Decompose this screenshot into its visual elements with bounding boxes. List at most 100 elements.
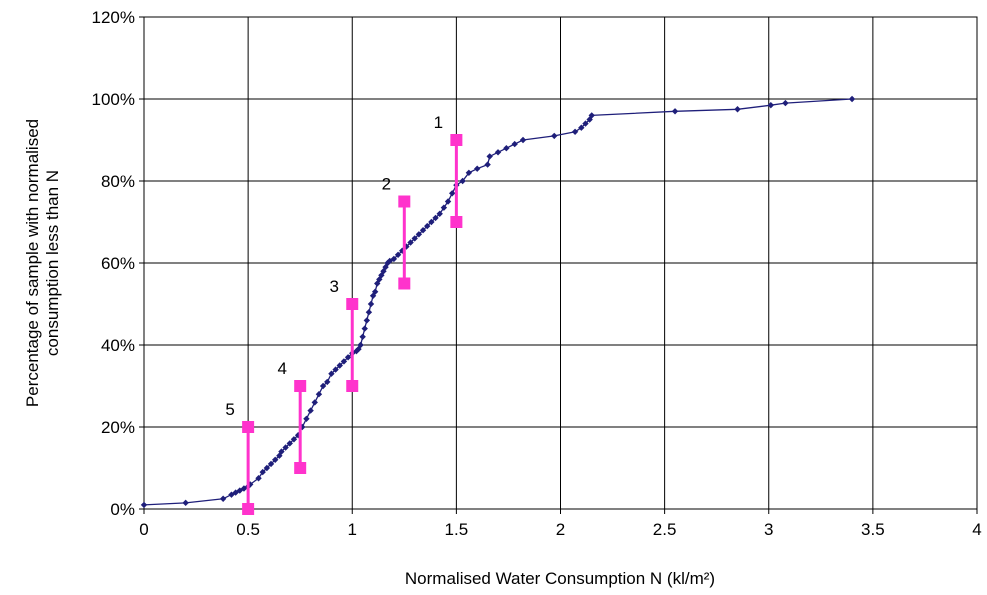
data-point (344, 354, 352, 361)
data-point (440, 204, 448, 211)
data-point (367, 300, 375, 308)
data-point (303, 415, 310, 422)
data-point (328, 370, 335, 377)
data-point (311, 399, 318, 406)
rating-band-max-marker (294, 380, 307, 392)
data-point (182, 499, 189, 507)
rating-band-label: 5 (225, 400, 234, 419)
data-point (511, 140, 518, 148)
y-axis-title-line-2: consumption less than N (43, 170, 62, 356)
data-point (315, 391, 323, 398)
data-point (363, 317, 371, 324)
data-point (782, 99, 789, 107)
data-series (140, 95, 856, 509)
data-point (278, 448, 285, 455)
data-point (286, 440, 293, 447)
rating-bands: 1 2 3 4 5 (225, 113, 463, 515)
rating-band-min-marker (294, 462, 307, 474)
data-point (365, 309, 373, 316)
data-point (551, 132, 558, 140)
x-tick-label: 0 (139, 520, 148, 539)
data-point (578, 124, 585, 131)
y-axis-ticks: 0% 20% 40% 60% 80% 100% 120% (92, 8, 144, 519)
rating-band-label: 2 (382, 175, 391, 194)
data-point (219, 495, 227, 502)
rating-band-label: 4 (277, 359, 286, 378)
y-tick-label: 120% (92, 8, 135, 27)
data-point (582, 120, 589, 127)
data-point (588, 112, 595, 119)
data-point (571, 128, 579, 135)
data-point (282, 444, 289, 451)
data-point (444, 198, 452, 205)
rating-band-min-marker (398, 277, 411, 290)
data-point (371, 288, 379, 295)
x-axis-ticks: 0 0.5 1 1.5 2 2.5 3 3.5 4 (139, 509, 982, 539)
data-point (486, 153, 493, 160)
data-point (359, 333, 366, 340)
data-point (394, 251, 402, 258)
data-point (357, 341, 364, 349)
y-tick-label: 0% (110, 500, 135, 519)
y-tick-label: 20% (101, 418, 135, 437)
data-point (424, 222, 431, 230)
data-point (324, 378, 331, 386)
data-point (332, 366, 339, 373)
x-tick-label: 3 (764, 520, 773, 539)
x-axis-title: Normalised Water Consumption N (kl/m²) (405, 569, 715, 588)
data-point (336, 362, 343, 369)
x-tick-label: 2 (556, 520, 565, 539)
data-point (419, 227, 427, 234)
rating-band-min-marker (450, 216, 463, 228)
rating-band-label: 1 (434, 113, 443, 132)
rating-band-max-marker (398, 195, 411, 208)
data-point (361, 325, 368, 332)
data-point (340, 358, 348, 365)
data-point (407, 239, 414, 246)
data-point (259, 468, 266, 476)
x-tick-label: 3.5 (861, 520, 885, 539)
rating-band-3: 3 (330, 277, 359, 392)
data-point (415, 231, 423, 238)
rating-band-2: 2 (382, 175, 411, 290)
data-point (519, 136, 527, 144)
rating-band-max-marker (450, 134, 463, 146)
y-axis-title-line-1: Percentage of sample with normalised (23, 119, 42, 407)
rating-band-max-marker (346, 298, 359, 310)
data-point (474, 165, 481, 172)
x-tick-label: 2.5 (653, 520, 677, 539)
x-tick-label: 1.5 (445, 520, 469, 539)
x-tick-label: 1 (348, 520, 357, 539)
data-point (307, 407, 314, 414)
rating-band-5: 5 (225, 400, 255, 515)
data-point (459, 177, 466, 185)
x-tick-label: 0.5 (236, 520, 260, 539)
data-point (140, 501, 148, 509)
y-tick-label: 40% (101, 336, 135, 355)
y-tick-label: 80% (101, 172, 135, 191)
y-axis-title: Percentage of sample with normalised con… (23, 119, 62, 407)
y-tick-label: 100% (92, 90, 135, 109)
data-point (432, 214, 439, 222)
y-tick-label: 60% (101, 254, 135, 273)
rating-band-4: 4 (277, 359, 307, 474)
data-point (671, 108, 679, 115)
data-point (290, 436, 298, 443)
data-point (411, 235, 418, 242)
rating-band-min-marker (346, 380, 359, 392)
x-tick-label: 4 (972, 520, 981, 539)
data-point (319, 382, 327, 390)
data-point (848, 95, 856, 103)
data-point (255, 475, 262, 482)
data-point (390, 255, 398, 263)
data-point (734, 106, 741, 113)
rating-band-min-marker (242, 503, 255, 515)
data-point (436, 210, 443, 217)
rating-band-1: 1 (434, 113, 463, 228)
data-point (465, 169, 473, 176)
data-point (267, 460, 275, 468)
data-point (767, 101, 775, 109)
data-point (494, 149, 502, 156)
data-point (503, 145, 510, 152)
